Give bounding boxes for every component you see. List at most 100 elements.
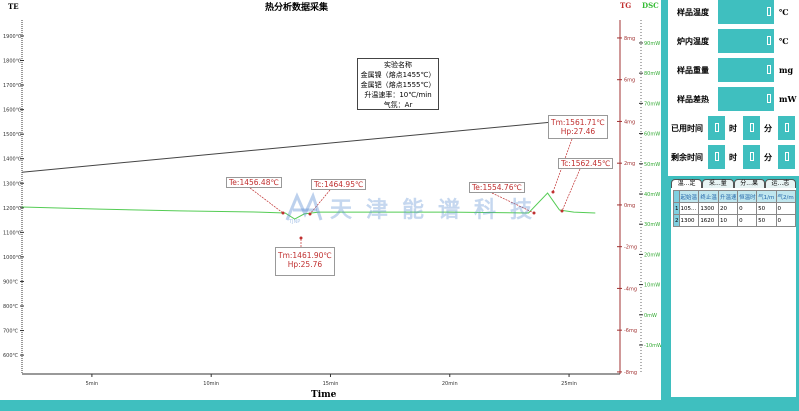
dsc-tick-label: 80mW: [644, 71, 660, 77]
table-cell[interactable]: 1620: [698, 214, 719, 227]
annotation-leader: [561, 168, 581, 212]
annotation-marker: [551, 190, 555, 194]
tab-analysis[interactable]: 分...果: [733, 179, 765, 188]
te-tick-label: 900℃: [3, 279, 19, 285]
annotation-leader: [309, 189, 331, 215]
legend-line: 金属钯（熔点1555℃）: [360, 81, 436, 89]
elapsed-label: 已用时间: [671, 122, 703, 133]
digit-display: [767, 94, 771, 103]
table-cell[interactable]: 50: [756, 202, 777, 215]
te-tick-label: 1500℃: [3, 132, 22, 138]
column-header[interactable]: 升温速: [717, 190, 739, 203]
annotation-marker: [299, 236, 303, 240]
remaining-label: 剩余时间: [671, 151, 703, 162]
te-tick-label: 1400℃: [3, 157, 22, 163]
annotation-line: Hp:25.76: [287, 260, 323, 269]
readout-label: 样品差热: [677, 93, 709, 104]
annotation-marker: [281, 211, 285, 215]
dsc-tick-label: 40mW: [644, 192, 660, 198]
annotation-line: Tm:1561.71℃: [551, 118, 605, 127]
table-row[interactable]: 2 1300 1620 10 0 50 0: [673, 214, 797, 227]
logo-text: TJNP: [288, 219, 300, 224]
column-header[interactable]: 气1/m: [756, 190, 777, 203]
table-cell[interactable]: 1300: [698, 202, 719, 215]
table-header-row: 起始温 终止温 升温速 恒温时 气1/m 气2/m: [673, 190, 797, 203]
dsc-tick-label: 0mW: [644, 313, 657, 319]
table-cell[interactable]: 105...: [678, 202, 700, 215]
remaining-time: 剩余时间时分秒: [668, 145, 799, 169]
legend-line: 气氛：Ar: [383, 101, 413, 109]
table-cell[interactable]: 0: [775, 214, 797, 227]
elapsed-time: 已用时间时分秒: [668, 116, 799, 140]
table-cell[interactable]: 1300: [678, 214, 700, 227]
tg-tick-label: 0mg: [624, 203, 635, 209]
dsc-axis-label: DSC: [642, 1, 659, 10]
readout-label: 炉内温度: [677, 35, 709, 46]
column-header[interactable]: 气2/m: [775, 190, 797, 203]
column-header[interactable]: 终止温: [698, 190, 719, 203]
column-header[interactable]: 恒温时: [737, 190, 758, 203]
tg-tick-label: -2mg: [624, 245, 637, 251]
tab-log[interactable]: 运...志: [764, 179, 796, 188]
annotation-te-1: Te:1456.48℃: [226, 177, 282, 188]
legend-line: 金属镍（熔点1455℃）: [360, 71, 436, 79]
minutes-box: [743, 116, 760, 140]
tg-tick-label: -4mg: [624, 286, 637, 292]
te-axis-label: TE: [8, 2, 19, 11]
status-bar: [0, 400, 799, 411]
digit-display: [750, 123, 754, 132]
readout-value-box: [718, 0, 774, 24]
te-tick-label: 1000℃: [3, 255, 22, 261]
table-cell[interactable]: 0: [737, 214, 758, 227]
te-tick-label: 1200℃: [3, 206, 22, 212]
table-cell[interactable]: 20: [717, 202, 739, 215]
table-cell[interactable]: 0: [737, 202, 758, 215]
table-row[interactable]: 1 105... 1300 20 0 50 0: [673, 202, 797, 215]
table-cell[interactable]: 0: [775, 202, 797, 215]
annotation-leader: [491, 192, 535, 214]
te-series-line: [21, 117, 596, 173]
x-tick-label: 15min: [323, 381, 339, 387]
readout-furnace-temp: 炉内温度 ℃: [668, 29, 789, 53]
panel-divider: [661, 0, 668, 400]
te-tick-label: 1300℃: [3, 181, 22, 187]
thermal-chart: 600℃ 700℃ 800℃ 900℃ 1000℃ 1100℃ 1200℃ 1300℃ 1400…: [3, 20, 661, 387]
dsc-series-line: [21, 192, 596, 220]
te-tick-label: 800℃: [3, 304, 19, 310]
legend-line: 实验名称: [384, 61, 412, 69]
readout-sample-dsc: 样品差热 mW: [668, 87, 796, 111]
seconds-box: [778, 116, 795, 140]
hours-unit: 时: [729, 151, 737, 162]
te-tick-label: 1900℃: [3, 34, 22, 40]
hours-box: [708, 145, 725, 169]
hours-unit: 时: [729, 122, 737, 133]
program-table[interactable]: 起始温 终止温 升温速 恒温时 气1/m 气2/m 1 105... 1300 20 0 50 0 2…: [673, 190, 797, 227]
readout-sample-temp: 样品温度 ℃: [668, 0, 789, 24]
digit-display: [785, 123, 789, 132]
readout-unit: mg: [779, 65, 794, 75]
tg-tick-label: 4mg: [624, 119, 635, 125]
column-header[interactable]: 起始温: [678, 190, 700, 203]
table-cell[interactable]: 50: [756, 214, 777, 227]
tg-tick-label: 2mg: [624, 161, 635, 167]
readout-sample-weight: 样品重量 mg: [668, 58, 793, 82]
tab-acquisition[interactable]: 采...量: [702, 179, 734, 188]
tab-temperature-settings[interactable]: 温...定: [671, 179, 703, 188]
digit-display: [715, 152, 719, 161]
annotation-leader: [249, 187, 284, 214]
x-axis-label: Time: [311, 390, 337, 400]
annotation-te-2: Te:1554.76℃: [469, 182, 525, 193]
minutes-unit: 分: [764, 151, 772, 162]
dsc-tick-label: 60mW: [644, 132, 660, 138]
te-tick-label: 1600℃: [3, 108, 22, 114]
table-cell[interactable]: 10: [717, 214, 739, 227]
annotation-tc-1: Tc:1464.95℃: [311, 179, 367, 190]
legend-line: 升温速率：10℃/min: [364, 91, 432, 99]
readout-label: 样品重量: [677, 64, 709, 75]
readout-unit: mW: [779, 94, 797, 104]
chart-title: 热分析数据采集: [265, 3, 329, 13]
experiment-legend: 实验名称 金属镍（熔点1455℃） 金属钯（熔点1555℃） 升温速率：10℃/…: [357, 58, 439, 110]
dsc-tick-label: -10mW: [644, 343, 661, 349]
te-tick-label: 700℃: [3, 329, 19, 335]
